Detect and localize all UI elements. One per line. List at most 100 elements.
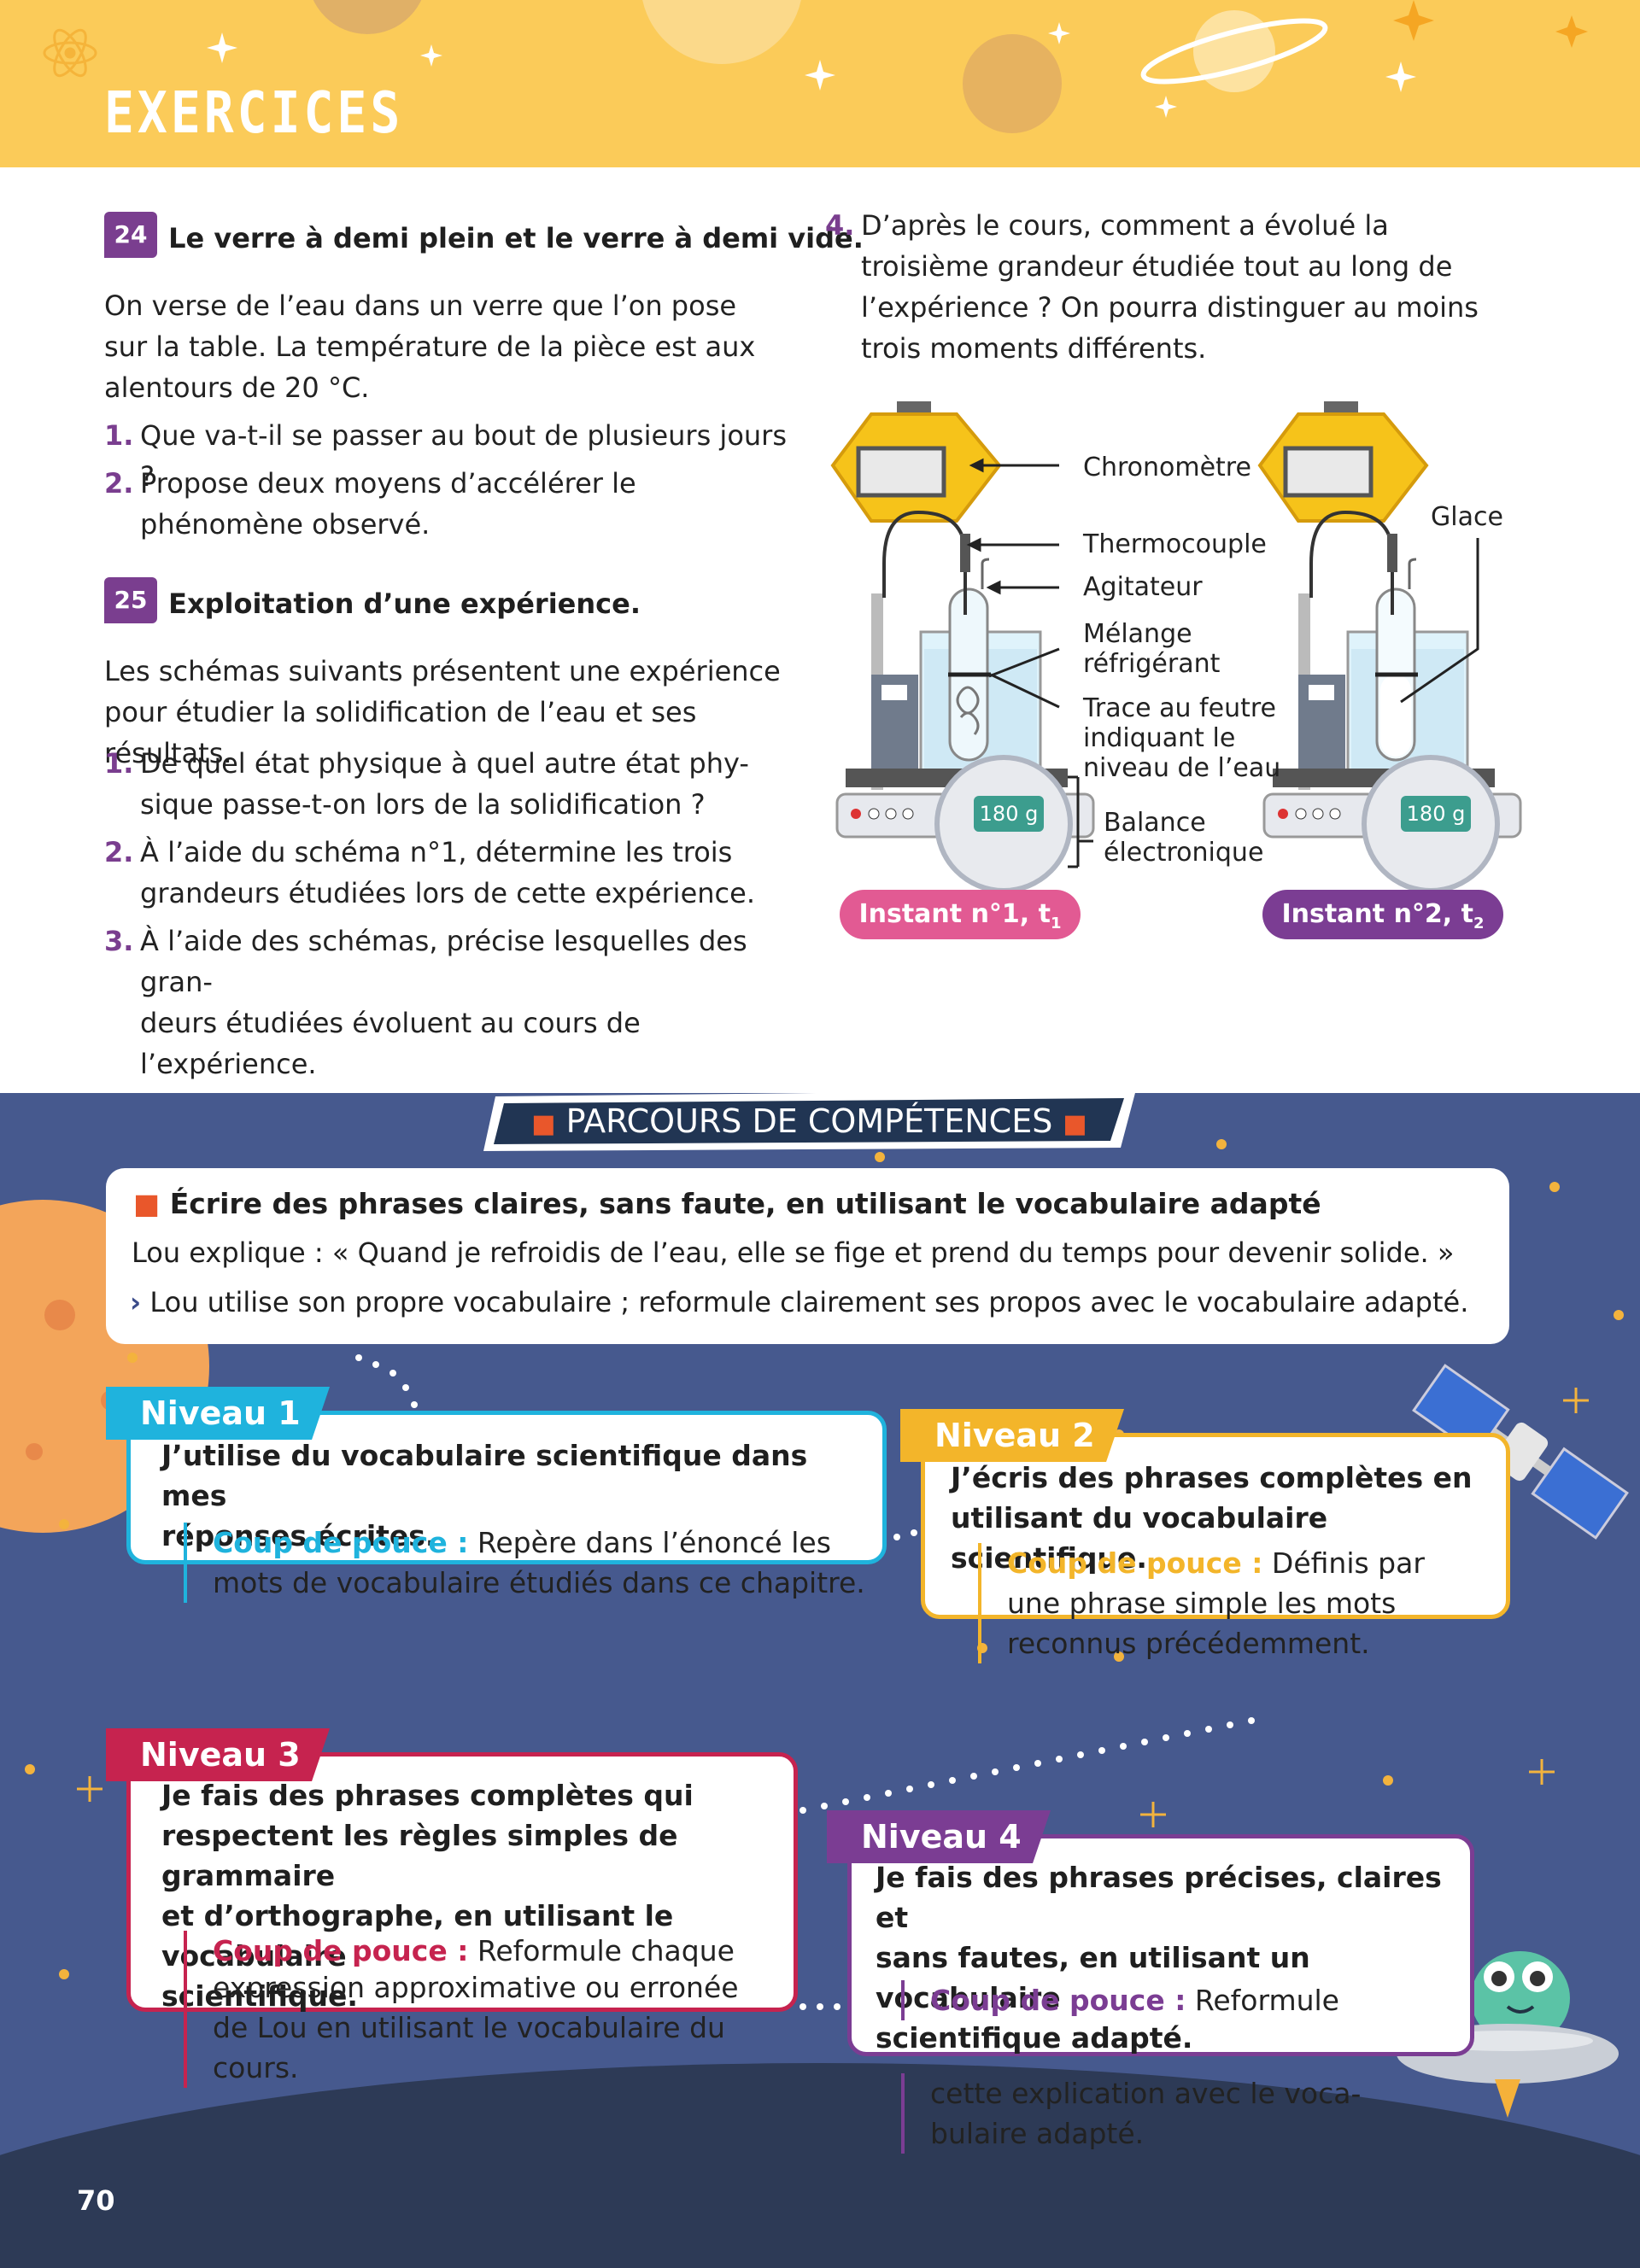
pill-subscript: 2 (1473, 915, 1485, 932)
instant-1-pill: Instant n°1, t1 (840, 890, 1081, 939)
level-4-tab: Niveau 4 (827, 1810, 1051, 1863)
question-3: 3. À l’aide des schémas, précise lesquel… (104, 921, 823, 1084)
text-line: cette explication avec le voca- (930, 2077, 1362, 2110)
text-line: Je fais des phrases complètes qui (161, 1779, 694, 1812)
level-3-card: Je fais des phrases complètes qui respec… (126, 1752, 798, 2013)
hint-label: Coup de pouce : (930, 1984, 1186, 2017)
level-text: Je fais des phrases complètes qui respec… (161, 1775, 794, 2016)
label-trace: Trace au feutre indiquant le niveau de l… (1083, 693, 1280, 783)
pill-label: Instant n°1, t (858, 899, 1051, 929)
level-text: J’utilise du vocabulaire scientifique da… (161, 1435, 882, 1556)
label-agitateur: Agitateur (1083, 572, 1203, 602)
text-line: À l’aide des schémas, précise lesquelles… (140, 925, 747, 998)
text-line: Balance (1104, 808, 1206, 838)
planet-icon (313, 0, 422, 34)
exercise-number: 25 (104, 577, 157, 623)
question-2: 2. À l’aide du schéma n°1, détermine les… (104, 832, 815, 914)
page-number: 70 (77, 2184, 115, 2217)
question-2: 2. Propose deux moyens d’accélérer le ph… (104, 463, 806, 545)
label-arrows (966, 458, 1093, 868)
question-1: 1. De quel état physique à quel autre ét… (104, 743, 815, 825)
text-line: Trace au feutre (1083, 693, 1276, 723)
text-line: Propose deux moyens d’accélérer le (140, 467, 636, 500)
skill-card: ■ Écrire des phrases claires, sans faute… (106, 1168, 1509, 1344)
instant-2-pill: Instant n°2, t2 (1262, 890, 1503, 939)
atom-icon (43, 28, 97, 78)
stopwatch-icon (830, 401, 1002, 523)
banner-text: ■ PARCOURS DE COMPÉTENCES ■ (504, 1098, 1115, 1148)
pill-subscript: 1 (1051, 915, 1062, 932)
text-line: trois moments différents. (861, 332, 1207, 365)
level-3-hint-continued: expression approximative ou erronée de L… (184, 1967, 739, 2088)
text-line: grandeurs étudiées lors de cette expérie… (140, 877, 755, 909)
exercise-24-heading: 24 Le verre à demi plein et le verre à d… (104, 212, 864, 258)
text-line: niveau de l’eau (1083, 753, 1281, 783)
planet-icon (642, 0, 801, 64)
stopwatch-icon (1257, 401, 1429, 523)
text-line: sique passe-t-on lors de la solidificati… (140, 788, 706, 821)
text-line: respectent les règles simples de grammai… (161, 1819, 678, 1892)
moon-icon (963, 34, 1062, 133)
exercise-number: 24 (104, 212, 157, 258)
text-line: deurs étudiées évoluent au cours de l’ex… (140, 1007, 641, 1080)
text-line: On verse de l’eau dans un verre que l’on… (104, 289, 737, 322)
text-line: Je fais des phrases précises, claires et (876, 1861, 1442, 1934)
label-melange: Mélange réfrigérant (1083, 619, 1220, 679)
level-1-tab: Niveau 1 (106, 1387, 330, 1440)
dotted-path (355, 1354, 1255, 2010)
text-line: indiquant le (1083, 723, 1236, 753)
level-text: J’écris des phrases complètes en utilisa… (951, 1458, 1506, 1578)
text-line: Repère dans l’énoncé les (477, 1526, 831, 1559)
text-line: pour étudier la solidification de l’eau … (104, 696, 697, 769)
text-line: Mélange (1083, 619, 1192, 649)
level-2-card: J’écris des phrases complètes en utilisa… (921, 1433, 1510, 1663)
square-bullet-icon: ■ (1063, 1109, 1087, 1139)
competences-banner: ■ PARCOURS DE COMPÉTENCES ■ (478, 1093, 1136, 1158)
ringed-planet-icon (1140, 10, 1328, 92)
question-number: 1. (104, 419, 134, 452)
hint-label: Coup de pouce : (1007, 1546, 1263, 1580)
text-line: mots de vocabulaire étudiés dans ce chap… (213, 1566, 865, 1599)
text-line: de Lou en utilisant le vocabulaire du (213, 2011, 725, 2044)
text-line: et d’orthographe, en utilisant le vocabu… (161, 1899, 674, 1973)
text-line: une phrase simple les mots (1007, 1587, 1397, 1620)
text-line: réponses écrites. (161, 1519, 436, 1552)
text-line: Que va-t-il se passer au bout de plusieu… (140, 419, 787, 493)
hint-label: Coup de pouce : (213, 1934, 469, 1967)
space-decoration (43, 0, 1588, 133)
question-4: 4. D’après le cours, comment a évolué la… (825, 205, 1544, 369)
skill-task-text: Lou utilise son propre vocabulaire ; ref… (149, 1286, 1469, 1318)
text-line: cours. (213, 2051, 299, 2084)
header-band: EXERCICES (0, 0, 1640, 167)
text-line: scientifique. (161, 1979, 358, 2013)
sparkle-icon (77, 1388, 1589, 1827)
text-line: J’écris des phrases complètes en (951, 1461, 1473, 1494)
label-thermocouple: Thermocouple (1083, 529, 1267, 559)
experiment-diagram: 180 g 180 g (830, 401, 1522, 893)
text-line: troisième grandeur étudiée tout au long … (861, 250, 1453, 283)
level-4-hint-continued: cette explication avec le voca- bulaire … (901, 2073, 1361, 2154)
setup-instant-2: 180 g (1257, 401, 1522, 893)
level-hint: Coup de pouce : Reformule chaque (184, 1931, 735, 1971)
text-line: réfrigérant (1083, 649, 1221, 679)
text-line: électronique (1104, 838, 1264, 868)
square-bullet-icon: ■ (531, 1109, 556, 1139)
scale-reading: 180 g (980, 802, 1039, 826)
question-number: 4. (825, 209, 855, 242)
text-line: Les schémas suivants présentent une expé… (104, 655, 781, 687)
pill-label: Instant n°2, t (1281, 899, 1473, 929)
exercise-title: Le verre à demi plein et le verre à demi… (168, 222, 864, 254)
text-line: phénomène observé. (140, 508, 430, 541)
skill-title-text: Écrire des phrases claires, sans faute, … (169, 1187, 1321, 1220)
banner-shape (483, 1093, 1135, 1151)
text-line: Reformule (1194, 1984, 1339, 2017)
text-line: reconnus précédemment. (1007, 1627, 1370, 1660)
skill-title: ■ Écrire des phrases claires, sans faute… (133, 1187, 1321, 1220)
question-number: 2. (104, 836, 134, 868)
star-icon (1393, 0, 1588, 48)
setup-instant-1: 180 g (830, 401, 1095, 893)
level-hint: Coup de pouce : Définis par une phrase s… (978, 1543, 1425, 1663)
exercise-24-intro: On verse de l’eau dans un verre que l’on… (104, 285, 805, 408)
level-4-card: Je fais des phrases précises, claires et… (847, 1834, 1474, 2056)
text-line: À l’aide du schéma n°1, détermine les tr… (140, 836, 733, 868)
